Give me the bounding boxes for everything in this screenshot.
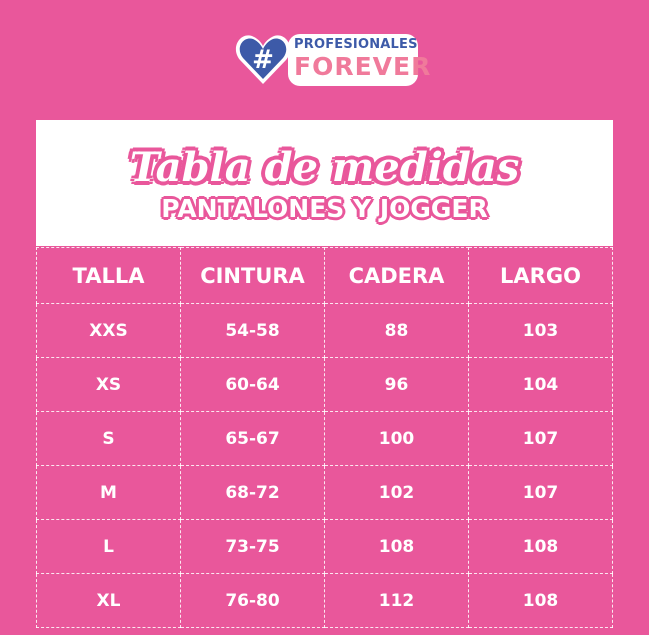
header-largo: LARGO (468, 247, 613, 304)
cell-talla: XXS (36, 303, 181, 358)
brand-logo: # PROFESIONALES FOREVER (234, 30, 430, 90)
logo-text-profesionales: PROFESIONALES (294, 37, 418, 52)
cell-cadera: 108 (324, 519, 469, 574)
logo-text-forever: FOREVER (294, 52, 432, 81)
cell-cadera: 100 (324, 411, 469, 466)
size-table: TALLA CINTURA CADERA LARGO XXS 54-58 88 103… (36, 247, 613, 628)
table-row: S 65-67 100 107 (36, 411, 613, 466)
cell-largo: 108 (468, 573, 613, 628)
cell-cintura: 65-67 (180, 411, 325, 466)
cell-largo: 108 (468, 519, 613, 574)
cell-talla: XL (36, 573, 181, 628)
cell-cadera: 102 (324, 465, 469, 520)
page-title: Tabla de medidas (129, 144, 520, 191)
table-row: L 73-75 108 108 (36, 519, 613, 574)
cell-largo: 104 (468, 357, 613, 412)
logo-badge (288, 34, 418, 86)
table-row: XL 76-80 112 108 (36, 573, 613, 628)
cell-cadera: 112 (324, 573, 469, 628)
table-row: M 68-72 102 107 (36, 465, 613, 520)
cell-talla: XS (36, 357, 181, 412)
header-cadera: CADERA (324, 247, 469, 304)
table-header-row: TALLA CINTURA CADERA LARGO (36, 247, 613, 304)
table-row: XXS 54-58 88 103 (36, 303, 613, 358)
cell-talla: M (36, 465, 181, 520)
cell-talla: S (36, 411, 181, 466)
table-row: XS 60-64 96 104 (36, 357, 613, 412)
header-cintura: CINTURA (180, 247, 325, 304)
svg-text:#: # (252, 45, 274, 75)
title-card: Tabla de medidas PANTALONES Y JOGGER (36, 120, 613, 246)
cell-largo: 103 (468, 303, 613, 358)
cell-talla: L (36, 519, 181, 574)
cell-largo: 107 (468, 411, 613, 466)
cell-cadera: 88 (324, 303, 469, 358)
header-talla: TALLA (36, 247, 181, 304)
cell-cadera: 96 (324, 357, 469, 412)
cell-cintura: 68-72 (180, 465, 325, 520)
cell-cintura: 76-80 (180, 573, 325, 628)
hashtag-heart-icon: # (235, 35, 291, 84)
cell-cintura: 54-58 (180, 303, 325, 358)
cell-largo: 107 (468, 465, 613, 520)
page-subtitle: PANTALONES Y JOGGER (161, 194, 488, 223)
cell-cintura: 73-75 (180, 519, 325, 574)
cell-cintura: 60-64 (180, 357, 325, 412)
